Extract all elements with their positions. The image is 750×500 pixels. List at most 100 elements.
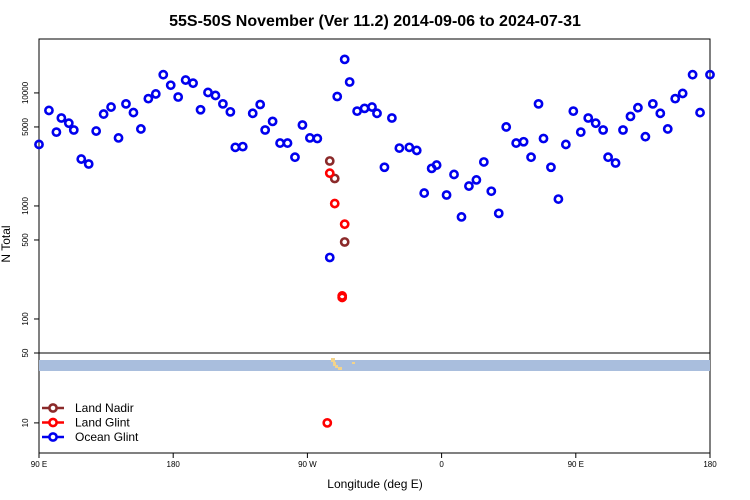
x-tick-label: 180 (703, 460, 717, 469)
ocean-glint-point (76, 154, 87, 164)
lower-panel-frame (38, 352, 711, 454)
ocean-glint-point (225, 106, 236, 117)
land-strip-marker (333, 362, 336, 366)
ocean-glint-point (332, 91, 343, 102)
legend-marker-land-glint (48, 417, 58, 428)
ocean-glint-point (260, 125, 271, 135)
x-axis: 90 E 180 90 W 0 90 E 180 (31, 453, 717, 469)
y-axis: 50 100 500 1000 5000 10000 10 (21, 81, 39, 427)
ocean-glint-point (275, 138, 285, 148)
ocean-glint-point (344, 77, 355, 87)
ocean-glint-point (150, 89, 161, 99)
ocean-glint-point (339, 54, 350, 65)
ocean-glint-point (379, 162, 390, 173)
ocean-glint-point (91, 126, 102, 136)
ocean-glint-point (493, 208, 504, 219)
ocean-glint-point (655, 108, 666, 119)
y-axis-label: N Total (0, 225, 13, 262)
legend-marker-ocean-glint (48, 432, 58, 442)
land-glint-point (324, 168, 335, 179)
ocean-glint-point (63, 118, 74, 129)
ocean-glint-point (51, 127, 62, 138)
ocean-glint-point (662, 124, 673, 134)
land-glint-point (329, 198, 340, 209)
y-tick-label: 50 (21, 348, 30, 357)
land-glint-point (322, 417, 333, 428)
ocean-glint-point (106, 102, 116, 112)
ocean-glint-point (180, 75, 191, 85)
y-tick-label: 10000 (21, 81, 30, 104)
ocean-glint-point (128, 107, 139, 118)
ocean-glint-point (312, 133, 323, 144)
ocean-glint-point (575, 127, 586, 138)
ocean-glint-point (324, 252, 335, 263)
land-strip-marker (331, 358, 335, 362)
ocean-glint-point (687, 69, 698, 80)
land-strip-marker (335, 365, 338, 368)
ocean-glint-point (158, 69, 169, 80)
ocean-glint-point (603, 152, 614, 163)
y-tick-label: 5000 (21, 118, 30, 136)
ocean-glint-point (297, 120, 308, 130)
ocean-glint-point (705, 69, 715, 80)
ocean-glint-point (695, 107, 705, 118)
ocean-glint-point (34, 139, 44, 150)
land-strip-markers (331, 358, 355, 370)
ocean-glint-point (526, 152, 536, 163)
ocean-glint-point (456, 212, 467, 222)
land-strip-marker (352, 362, 355, 364)
ocean-glint-point (501, 122, 512, 132)
ocean-glint-point (83, 159, 94, 169)
ocean-glint-point (670, 93, 681, 104)
ocean-glint-point (511, 138, 522, 148)
ocean-glint-point (553, 194, 564, 204)
ocean-glint-point (372, 108, 382, 119)
ocean-glint-point (121, 98, 131, 109)
land-glint-point (337, 292, 348, 303)
ocean-glint-point (449, 169, 459, 180)
ocean-glint-point (195, 104, 206, 115)
ocean-glint-point (411, 145, 422, 156)
ocean-glint-point (598, 125, 609, 135)
ocean-glint-point (431, 160, 442, 170)
land-nadir-point (329, 173, 340, 184)
x-tick-label: 180 (167, 460, 181, 469)
ocean-glint-point (568, 106, 579, 117)
y-tick-label: 100 (21, 312, 30, 326)
data-points (34, 54, 715, 428)
ocean-glint-point (44, 105, 54, 116)
ocean-glint-point (478, 157, 489, 167)
ocean-glint-point (441, 190, 452, 200)
chart-title: 55S-50S November (Ver 11.2) 2014-09-06 t… (169, 13, 581, 30)
ocean-glint-point (352, 106, 363, 117)
x-tick-label: 0 (439, 460, 444, 469)
ocean-glint-point (647, 98, 658, 109)
legend-marker-land-nadir (48, 403, 58, 413)
ocean-glint-point (230, 142, 241, 153)
ocean-glint-point (304, 133, 315, 143)
upper-panel-frame (38, 38, 711, 354)
ocean-glint-point (56, 113, 67, 123)
ocean-glint-point (98, 109, 109, 119)
x-axis-label: Longitude (deg E) (327, 477, 422, 491)
ocean-glint-point (290, 152, 300, 163)
ocean-glint-point (518, 136, 529, 147)
legend-label-land-glint: Land Glint (75, 416, 130, 430)
y-tick-label: 10 (21, 418, 30, 427)
ocean-glint-point (533, 98, 544, 109)
ocean-glint-point (367, 102, 377, 112)
ocean-glint-point (590, 118, 601, 129)
ocean-glint-point (404, 142, 415, 153)
latitude-band-strip (39, 360, 710, 371)
ocean-glint-point (486, 186, 497, 197)
x-tick-label: 90 E (568, 460, 584, 469)
ocean-glint-point (419, 188, 430, 198)
ocean-glint-point (218, 98, 228, 109)
ocean-glint-point (203, 87, 213, 98)
ocean-glint-point (255, 99, 266, 110)
land-glint-point (339, 219, 350, 230)
land-nadir-point (324, 156, 335, 166)
legend-label-ocean-glint: Ocean Glint (75, 430, 139, 444)
